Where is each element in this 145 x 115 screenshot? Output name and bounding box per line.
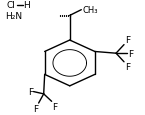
Text: H₂N: H₂N xyxy=(5,12,22,21)
Text: Cl: Cl xyxy=(6,1,15,10)
Text: F: F xyxy=(52,102,58,111)
Text: F: F xyxy=(33,104,38,113)
Text: H: H xyxy=(23,1,30,10)
Text: F: F xyxy=(125,63,130,72)
Text: F: F xyxy=(128,49,133,58)
Text: F: F xyxy=(125,36,130,45)
Text: F: F xyxy=(28,87,33,96)
Text: CH₃: CH₃ xyxy=(83,6,98,15)
